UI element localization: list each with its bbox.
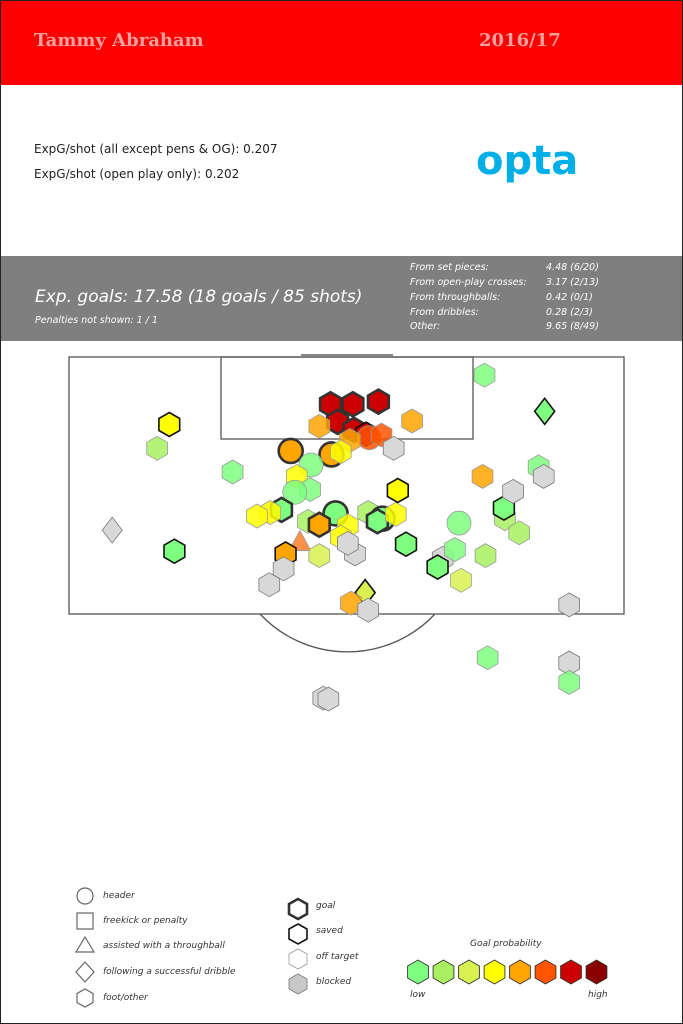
legend-off-target-label: off target	[316, 952, 359, 962]
breakdown-value: 0.42 (0/1)	[546, 292, 593, 303]
season-label: 2016/17	[479, 30, 561, 51]
shot-marker	[384, 501, 407, 527]
probability-high-label: high	[588, 990, 608, 1000]
shot-marker	[394, 531, 418, 558]
shot-marker	[558, 669, 580, 695]
expg-per-shot-all: ExpG/shot (all except pens & OG): 0.207	[34, 142, 278, 156]
shot-marker	[474, 543, 497, 569]
probability-swatch	[432, 959, 455, 985]
shot-marker	[307, 511, 332, 539]
breakdown-value: 0.28 (2/3)	[546, 307, 593, 318]
shot-markers	[101, 362, 580, 712]
penalty-arc	[259, 613, 436, 653]
probability-swatch	[458, 959, 480, 985]
legend-foot-label: foot/other	[103, 993, 148, 1003]
expected-goals-summary: Exp. goals: 17.58 (18 goals / 85 shots)	[35, 287, 363, 307]
legend-dribble-label: following a successful dribble	[103, 967, 236, 977]
shot-marker	[444, 537, 466, 562]
goal-probability-scale	[407, 959, 608, 985]
shot-marker	[508, 520, 530, 546]
header-legend-icon	[76, 887, 94, 905]
probability-swatch	[509, 959, 531, 985]
shot-marker	[533, 397, 556, 426]
shot-marker	[282, 479, 308, 505]
legend-saved-label: saved	[316, 926, 343, 936]
shot-marker	[258, 572, 281, 598]
shot-marker	[308, 413, 331, 439]
shot-marker	[340, 590, 362, 616]
shot-marker	[308, 543, 331, 569]
shot-marker	[401, 408, 423, 434]
probability-swatch	[560, 959, 582, 985]
breakdown-label: From throughballs:	[410, 292, 501, 303]
throughball-legend-icon	[74, 935, 96, 953]
shot-marker	[382, 435, 405, 461]
title-bar: Tammy Abraham 2016/17	[1, 1, 682, 85]
probability-low-label: low	[410, 990, 426, 1000]
shot-marker	[365, 507, 390, 535]
shot-marker	[277, 437, 305, 465]
probability-swatch	[534, 959, 557, 985]
shot-marker	[221, 459, 244, 485]
breakdown-label: From set pieces:	[410, 262, 489, 273]
shot-marker	[366, 388, 391, 416]
expg-per-shot-open-play: ExpG/shot (open play only): 0.202	[34, 167, 240, 181]
probability-swatch	[585, 959, 608, 985]
shot-marker	[163, 538, 186, 565]
saved-legend-icon	[288, 923, 308, 945]
shot-marker	[272, 556, 295, 582]
player-name: Tammy Abraham	[34, 30, 204, 51]
goal-legend-icon	[287, 897, 309, 921]
shot-marker	[329, 439, 352, 465]
shot-marker	[502, 478, 524, 504]
breakdown-label: Other:	[410, 321, 441, 332]
legend-blocked-label: blocked	[316, 977, 352, 987]
shot-marker	[146, 435, 168, 461]
shot-marker	[158, 411, 181, 438]
dribble-legend-icon	[75, 961, 95, 983]
probability-swatch	[483, 959, 506, 985]
shot-marker	[471, 463, 494, 489]
shot-marker	[476, 645, 499, 671]
shot-marker	[558, 592, 580, 618]
breakdown-value: 3.17 (2/13)	[546, 277, 599, 288]
legend-goal-label: goal	[316, 901, 336, 911]
breakdown-label: From dribbles:	[410, 307, 479, 318]
opta-logo: opta	[476, 138, 579, 184]
off-target-legend-icon	[288, 948, 308, 970]
breakdown-value: 4.48 (6/20)	[546, 262, 599, 273]
shot-marker	[288, 529, 312, 551]
shot-marker	[341, 390, 365, 418]
shot-marker	[357, 597, 380, 623]
shot-marker	[317, 686, 340, 712]
shape-legend	[74, 887, 96, 1008]
legend-freekick-label: freekick or penalty	[103, 916, 188, 926]
foot-legend-icon	[76, 988, 94, 1008]
shot-marker	[101, 516, 123, 544]
probability-swatch	[407, 959, 429, 985]
breakdown-value: 9.65 (8/49)	[546, 321, 599, 332]
probability-scale-title: Goal probability	[470, 939, 542, 949]
outcome-legend	[287, 897, 309, 995]
shot-marker	[386, 477, 410, 504]
shot-marker	[246, 503, 268, 529]
breakdown-label: From open-play crosses:	[410, 277, 527, 288]
blocked-legend-icon	[288, 973, 308, 995]
legend-throughball-label: assisted with a throughball	[103, 941, 225, 951]
shot-marker	[446, 510, 472, 536]
shot-marker	[426, 554, 449, 581]
summary-band: Exp. goals: 17.58 (18 goals / 85 shots) …	[1, 256, 682, 341]
shot-marker	[450, 567, 472, 593]
freekick-legend-icon	[76, 912, 94, 930]
shot-marker	[336, 530, 359, 556]
shot-marker	[532, 463, 555, 489]
shot-marker	[473, 362, 496, 388]
penalties-note: Penalties not shown: 1 / 1	[35, 315, 158, 326]
legend-header-label: header	[103, 891, 135, 901]
